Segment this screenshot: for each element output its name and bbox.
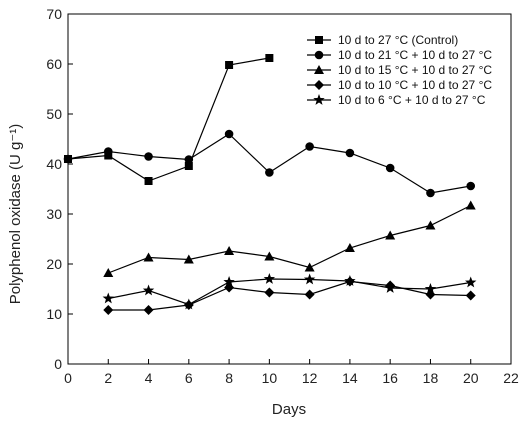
y-tick-label: 70 bbox=[46, 6, 62, 22]
data-point-star bbox=[465, 276, 477, 288]
legend-label: 10 d to 27 °C (Control) bbox=[338, 33, 458, 47]
data-point-triangle bbox=[385, 230, 396, 240]
legend-label: 10 d to 15 °C + 10 d to 27 °C bbox=[338, 63, 492, 77]
data-point-circle bbox=[144, 152, 153, 161]
data-point-star bbox=[303, 273, 316, 285]
legend-marker-triangle bbox=[314, 65, 324, 74]
series-line-diamond bbox=[108, 280, 471, 311]
data-point-triangle bbox=[183, 254, 194, 264]
data-point-star bbox=[183, 298, 195, 310]
legend-entry: 10 d to 15 °C + 10 d to 27 °C bbox=[307, 63, 492, 77]
y-tick-label: 30 bbox=[46, 206, 62, 222]
x-tick-label: 2 bbox=[104, 370, 112, 386]
legend-entry: 10 d to 6 °C + 10 d to 27 °C bbox=[307, 93, 486, 107]
data-point-circle bbox=[305, 142, 314, 151]
series-circle bbox=[63, 129, 476, 198]
legend: 10 d to 27 °C (Control)10 d to 21 °C + 1… bbox=[307, 33, 492, 107]
y-tick-label: 10 bbox=[46, 306, 62, 322]
series-line-square bbox=[67, 57, 270, 182]
x-tick-label: 14 bbox=[342, 370, 358, 386]
legend-marker-star bbox=[313, 94, 325, 105]
data-point-diamond bbox=[304, 289, 315, 300]
series-square bbox=[64, 54, 274, 185]
data-point-star bbox=[102, 292, 114, 304]
x-tick-label: 12 bbox=[302, 370, 318, 386]
data-point-square bbox=[144, 177, 153, 185]
data-point-square bbox=[184, 162, 193, 170]
x-tick-label: 22 bbox=[503, 370, 519, 386]
data-point-star bbox=[344, 275, 356, 286]
data-point-circle bbox=[385, 163, 395, 173]
legend-label: 10 d to 6 °C + 10 d to 27 °C bbox=[338, 93, 486, 107]
data-point-star bbox=[223, 276, 235, 287]
y-tick-label: 50 bbox=[46, 106, 62, 122]
series-triangle bbox=[103, 200, 476, 277]
legend-entry: 10 d to 21 °C + 10 d to 27 °C bbox=[307, 48, 492, 62]
x-tick-label: 8 bbox=[225, 370, 233, 386]
data-point-triangle bbox=[103, 268, 114, 277]
data-point-circle bbox=[426, 188, 435, 198]
x-tick-label: 20 bbox=[463, 370, 479, 386]
x-axis-label: Days bbox=[272, 401, 306, 418]
data-point-diamond bbox=[143, 305, 154, 315]
x-tick-label: 18 bbox=[423, 370, 439, 386]
y-axis-ticks: 0 10 20 30 40 50 60 70 bbox=[46, 6, 73, 372]
y-tick-label: 60 bbox=[46, 56, 62, 72]
data-point-star bbox=[263, 273, 276, 284]
series-star bbox=[102, 273, 477, 310]
data-point-circle bbox=[466, 181, 476, 191]
legend-label: 10 d to 10 °C + 10 d to 27 °C bbox=[338, 78, 492, 92]
x-tick-label: 10 bbox=[262, 370, 278, 386]
data-point-triangle bbox=[465, 200, 476, 210]
plot-area-border bbox=[67, 13, 512, 365]
x-axis-ticks: 0 2 4 6 8 10 12 14 16 18 20 22 bbox=[64, 359, 519, 386]
series-diamond bbox=[103, 276, 476, 315]
x-tick-label: 16 bbox=[382, 370, 398, 386]
data-point-circle bbox=[265, 168, 274, 177]
data-point-square bbox=[225, 61, 234, 69]
data-point-circle bbox=[345, 148, 355, 158]
data-point-triangle bbox=[304, 262, 315, 272]
plot-frame bbox=[67, 13, 512, 365]
data-point-triangle bbox=[143, 252, 154, 262]
series-line-triangle bbox=[108, 204, 471, 274]
data-point-square bbox=[265, 54, 274, 62]
legend-marker-diamond bbox=[314, 80, 324, 90]
legend-entry: 10 d to 10 °C + 10 d to 27 °C bbox=[307, 78, 492, 92]
series-line-star bbox=[108, 278, 471, 306]
data-point-triangle bbox=[425, 220, 436, 230]
data-point-circle bbox=[184, 155, 194, 164]
data-point-triangle bbox=[344, 243, 355, 252]
x-tick-label: 6 bbox=[185, 370, 193, 386]
series-layer bbox=[63, 54, 477, 315]
data-point-star bbox=[384, 282, 396, 293]
legend-marker-circle bbox=[314, 50, 324, 60]
data-point-diamond bbox=[264, 287, 275, 298]
data-point-triangle bbox=[264, 251, 275, 261]
y-tick-label: 0 bbox=[54, 356, 62, 372]
series-line-circle bbox=[67, 133, 471, 194]
data-point-circle bbox=[63, 154, 73, 164]
y-axis-label: Polyphenol oxidase (U g⁻¹) bbox=[7, 124, 24, 305]
data-point-star bbox=[142, 284, 155, 296]
legend-label: 10 d to 21 °C + 10 d to 27 °C bbox=[338, 48, 492, 62]
data-point-circle bbox=[103, 147, 113, 156]
legend-marker-square bbox=[315, 36, 323, 44]
data-point-circle bbox=[224, 129, 234, 139]
x-tick-label: 0 bbox=[64, 370, 72, 386]
data-point-diamond bbox=[465, 290, 476, 301]
y-tick-label: 20 bbox=[46, 256, 62, 272]
y-tick-label: 40 bbox=[46, 156, 62, 172]
data-point-triangle bbox=[224, 246, 235, 255]
data-point-diamond bbox=[103, 305, 114, 315]
data-point-star bbox=[424, 283, 437, 294]
legend-entry: 10 d to 27 °C (Control) bbox=[307, 33, 458, 47]
x-tick-label: 4 bbox=[145, 370, 153, 386]
